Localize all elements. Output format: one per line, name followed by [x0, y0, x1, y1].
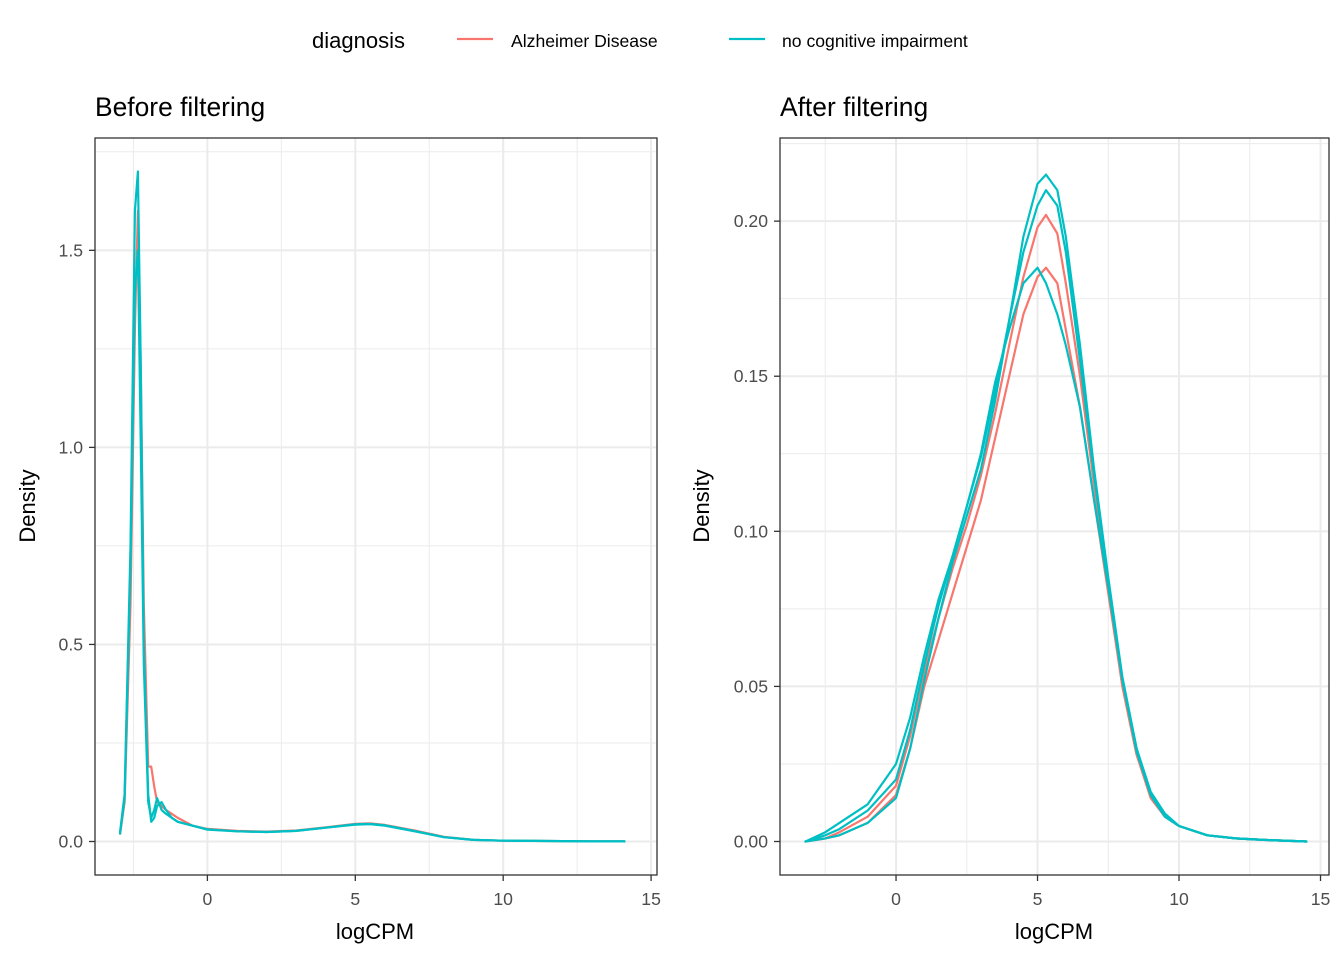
x-tick-label: 5 [350, 889, 360, 909]
panel-before-filtering: Before filtering logCPM Density 0 5 10 15 0.… [15, 92, 661, 944]
legend-label-alzheimer: Alzheimer Disease [511, 31, 658, 51]
y-tick-label: 0.0 [59, 832, 84, 852]
density-line-no-cognitive-impairment [804, 266, 1308, 843]
y-tick-label: 1.0 [59, 437, 84, 457]
x-tick-label: 15 [1311, 889, 1331, 909]
density-line-no-cognitive-impairment [119, 249, 626, 843]
axes-after: 0 5 10 15 0.00 0.05 0.10 0.15 0.20 [734, 211, 1331, 909]
series-lines-after [804, 173, 1308, 843]
y-tick-label: 0.20 [734, 211, 768, 231]
y-tick-label: 1.5 [59, 240, 84, 260]
y-tick-label: 0.10 [734, 521, 768, 541]
x-tick-label: 0 [203, 889, 213, 909]
panel-after-filtering: After filtering logCPM Density 0 5 10 15 0.0… [689, 92, 1331, 944]
x-tick-label: 0 [891, 889, 901, 909]
y-axis-label-after: Density [689, 469, 714, 542]
x-tick-label: 15 [641, 889, 661, 909]
y-tick-label: 0.05 [734, 676, 768, 696]
panel-title-after: After filtering [780, 92, 928, 122]
grid-before [95, 138, 657, 875]
y-tick-label: 0.15 [734, 366, 768, 386]
grid-after [780, 138, 1329, 875]
panel-title-before: Before filtering [95, 92, 265, 122]
legend: diagnosis Alzheimer Disease no cognitive… [312, 28, 968, 53]
x-tick-label: 5 [1033, 889, 1043, 909]
legend-label-no-cognitive-impairment: no cognitive impairment [782, 31, 968, 51]
legend-title: diagnosis [312, 28, 405, 53]
axes-before: 0 5 10 15 0.0 0.5 1.0 1.5 [59, 240, 662, 909]
x-axis-label-before: logCPM [336, 919, 414, 944]
series-lines-before [119, 170, 626, 843]
x-axis-label-after: logCPM [1015, 919, 1093, 944]
panel-border-before [94, 137, 658, 876]
density-line-no-cognitive-impairment [804, 173, 1308, 843]
y-tick-label: 0.00 [734, 832, 768, 852]
y-tick-label: 0.5 [59, 634, 84, 654]
panel-border-after [779, 137, 1330, 876]
y-axis-label-before: Density [15, 469, 40, 542]
x-tick-label: 10 [1169, 889, 1189, 909]
x-tick-label: 10 [493, 889, 513, 909]
